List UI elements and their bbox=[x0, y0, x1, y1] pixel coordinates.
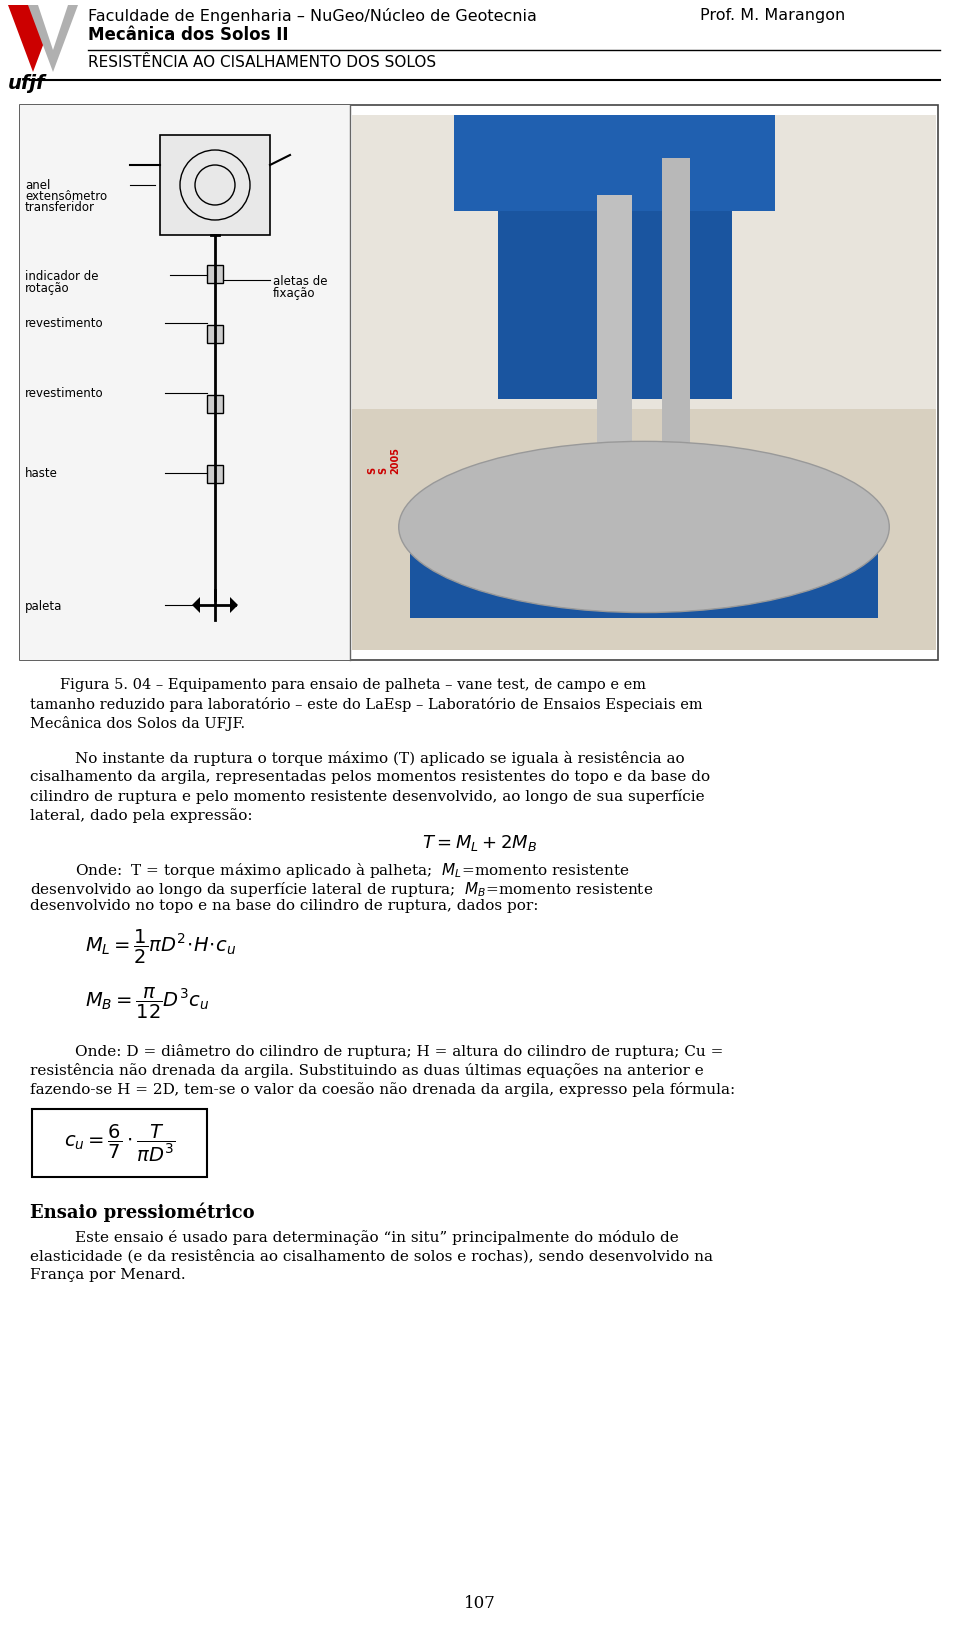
Bar bbox=[207, 265, 223, 283]
Bar bbox=[20, 106, 350, 660]
Bar bbox=[498, 211, 732, 398]
Text: Figura 5. 04 – Equipamento para ensaio de palheta – vane test, de campo e em: Figura 5. 04 – Equipamento para ensaio d… bbox=[60, 678, 646, 692]
Text: tamanho reduzido para laboratório – este do LaEsp – Laboratório de Ensaios Espec: tamanho reduzido para laboratório – este… bbox=[30, 697, 703, 712]
Bar bbox=[207, 395, 223, 413]
Bar bbox=[454, 115, 776, 211]
Text: $T = M_L + 2M_B$: $T = M_L + 2M_B$ bbox=[422, 834, 538, 853]
Text: $M_L = \dfrac{1}{2}\pi D^2 \! \cdot \! H \! \cdot \! c_u$: $M_L = \dfrac{1}{2}\pi D^2 \! \cdot \! H… bbox=[85, 928, 236, 967]
Text: cilindro de ruptura e pelo momento resistente desenvolvido, ao longo de sua supe: cilindro de ruptura e pelo momento resis… bbox=[30, 790, 705, 804]
Text: elasticidade (e da resistência ao cisalhamento de solos e rochas), sendo desenvo: elasticidade (e da resistência ao cisalh… bbox=[30, 1250, 713, 1263]
Text: desenvolvido ao longo da superfície lateral de ruptura;  $M_B$=momento resistent: desenvolvido ao longo da superfície late… bbox=[30, 881, 654, 899]
Bar bbox=[661, 158, 689, 479]
Text: anel: anel bbox=[25, 179, 50, 192]
Bar bbox=[207, 465, 223, 483]
Text: indicador de: indicador de bbox=[25, 270, 99, 283]
Text: lateral, dado pela expressão:: lateral, dado pela expressão: bbox=[30, 808, 252, 822]
Text: desenvolvido no topo e na base do cilindro de ruptura, dados por:: desenvolvido no topo e na base do cilind… bbox=[30, 899, 539, 913]
Text: revestimento: revestimento bbox=[25, 317, 104, 330]
Polygon shape bbox=[230, 596, 238, 613]
Text: Mecânica dos Solos da UFJF.: Mecânica dos Solos da UFJF. bbox=[30, 717, 245, 731]
Text: Ensaio pressiométrico: Ensaio pressiométrico bbox=[30, 1202, 254, 1222]
Polygon shape bbox=[192, 596, 200, 613]
Bar bbox=[411, 500, 877, 618]
Text: Mecânica dos Solos II: Mecânica dos Solos II bbox=[88, 26, 289, 44]
Text: França por Menard.: França por Menard. bbox=[30, 1268, 185, 1282]
Text: aletas de: aletas de bbox=[273, 275, 327, 288]
Text: resistência não drenada da argila. Substituindo as duas últimas equações na ante: resistência não drenada da argila. Subst… bbox=[30, 1063, 704, 1077]
Text: ufjf: ufjf bbox=[8, 75, 45, 93]
Bar bbox=[352, 115, 936, 650]
Text: transferidor: transferidor bbox=[25, 202, 95, 214]
Text: S
S
2005: S S 2005 bbox=[367, 447, 400, 474]
Text: fixação: fixação bbox=[273, 288, 316, 301]
Text: Onde: D = diâmetro do cilindro de ruptura; H = altura do cilindro de ruptura; Cu: Onde: D = diâmetro do cilindro de ruptur… bbox=[75, 1043, 724, 1060]
Bar bbox=[597, 195, 633, 489]
Text: rotação: rotação bbox=[25, 283, 70, 296]
Text: extensômetro: extensômetro bbox=[25, 190, 108, 203]
Text: $M_B = \dfrac{\pi}{12} D^3 c_u$: $M_B = \dfrac{\pi}{12} D^3 c_u$ bbox=[85, 986, 209, 1020]
Text: RESISTÊNCIA AO CISALHAMENTO DOS SOLOS: RESISTÊNCIA AO CISALHAMENTO DOS SOLOS bbox=[88, 55, 436, 70]
Text: Faculdade de Engenharia – NuGeo/Núcleo de Geotecnia: Faculdade de Engenharia – NuGeo/Núcleo d… bbox=[88, 8, 537, 24]
Text: 107: 107 bbox=[464, 1596, 496, 1612]
Text: Onde:  T = torque máximo aplicado à palheta;  $M_L$=momento resistente: Onde: T = torque máximo aplicado à palhe… bbox=[75, 861, 630, 881]
Ellipse shape bbox=[398, 442, 889, 613]
Text: No instante da ruptura o torque máximo (T) aplicado se iguala à resistência ao: No instante da ruptura o torque máximo (… bbox=[75, 751, 684, 765]
Text: paleta: paleta bbox=[25, 600, 62, 613]
Text: Este ensaio é usado para determinação “in situ” principalmente do módulo de: Este ensaio é usado para determinação “i… bbox=[75, 1230, 679, 1245]
Text: revestimento: revestimento bbox=[25, 387, 104, 400]
Bar bbox=[20, 106, 938, 660]
Text: $c_u = \dfrac{6}{7} \cdot \dfrac{T}{\pi D^3}$: $c_u = \dfrac{6}{7} \cdot \dfrac{T}{\pi … bbox=[63, 1123, 176, 1164]
Polygon shape bbox=[8, 5, 58, 71]
Bar bbox=[207, 325, 223, 343]
Text: cisalhamento da argila, representadas pelos momentos resistentes do topo e da ba: cisalhamento da argila, representadas pe… bbox=[30, 770, 710, 783]
Bar bbox=[352, 115, 936, 410]
Bar bbox=[160, 135, 270, 236]
Text: haste: haste bbox=[25, 466, 58, 479]
Text: Prof. M. Marangon: Prof. M. Marangon bbox=[700, 8, 845, 23]
Polygon shape bbox=[38, 5, 68, 50]
Text: fazendo-se H = 2D, tem-se o valor da coesão não drenada da argila, expresso pela: fazendo-se H = 2D, tem-se o valor da coe… bbox=[30, 1082, 735, 1097]
Polygon shape bbox=[28, 5, 78, 71]
Bar bbox=[32, 1108, 207, 1176]
